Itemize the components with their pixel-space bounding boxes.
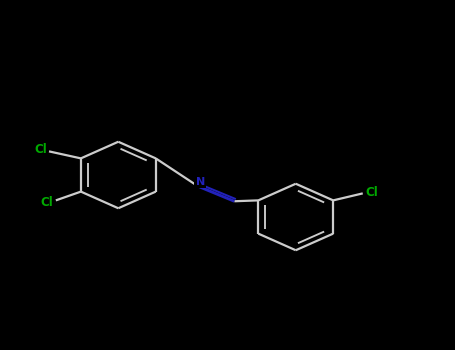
Text: Cl: Cl (365, 186, 378, 199)
Text: Cl: Cl (34, 143, 47, 156)
Text: N: N (196, 177, 205, 187)
Text: Cl: Cl (41, 196, 54, 209)
